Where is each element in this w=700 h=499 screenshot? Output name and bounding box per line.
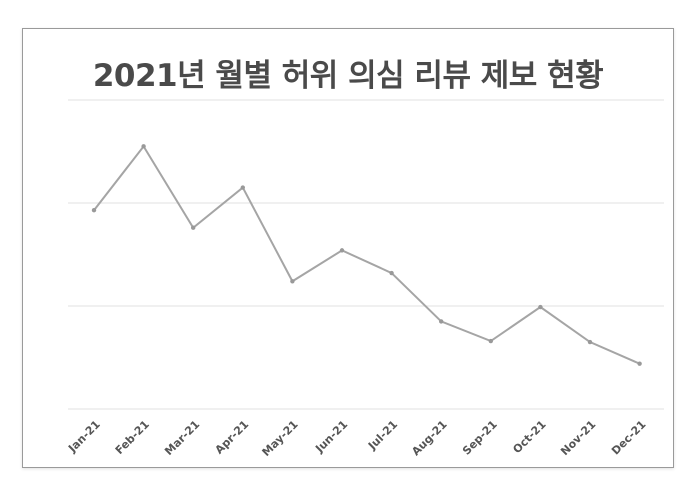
data-point: [389, 270, 394, 276]
data-point: [488, 338, 493, 344]
gridlines: [68, 99, 664, 410]
data-point: [191, 225, 196, 230]
data-point: [290, 279, 295, 284]
data-point: [587, 339, 593, 345]
data-point: [538, 304, 543, 310]
data-point: [240, 185, 245, 190]
data-point: [91, 208, 97, 213]
data-markers: [91, 144, 642, 366]
data-point: [339, 248, 345, 253]
data-point: [439, 319, 444, 324]
data-point: [141, 144, 146, 149]
data-line: [93, 144, 640, 365]
data-point: [637, 361, 642, 366]
chart-title: 2021년 월별 허위 의심 리뷰 제보 현황: [92, 58, 604, 94]
chart-frame: [22, 28, 674, 468]
